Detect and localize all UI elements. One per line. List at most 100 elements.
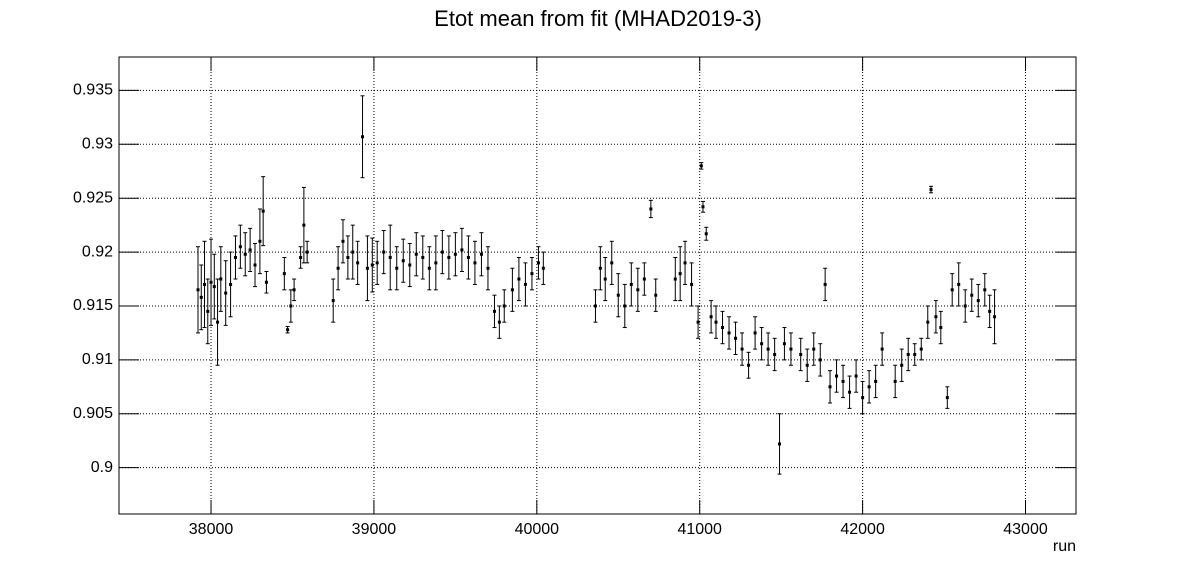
point xyxy=(963,304,967,308)
point xyxy=(818,358,822,362)
point xyxy=(479,252,483,256)
x-tick-label: 41000 xyxy=(677,521,722,538)
point xyxy=(766,347,770,351)
point xyxy=(988,309,992,313)
point xyxy=(341,239,345,243)
point xyxy=(434,261,438,265)
point xyxy=(828,385,832,389)
x-tick-label: 39000 xyxy=(352,521,397,538)
point xyxy=(906,352,910,356)
point xyxy=(629,282,633,286)
point xyxy=(497,320,501,324)
point xyxy=(642,277,646,281)
point xyxy=(486,266,490,270)
point xyxy=(336,266,340,270)
point xyxy=(209,280,213,284)
point xyxy=(874,379,878,383)
point xyxy=(753,331,757,335)
point xyxy=(957,282,961,286)
x-tick-label: 42000 xyxy=(840,521,885,538)
point xyxy=(867,385,871,389)
point xyxy=(346,255,350,259)
point xyxy=(727,331,731,335)
point xyxy=(678,272,682,276)
y-tick-label: 0.935 xyxy=(73,82,113,99)
point xyxy=(970,293,974,297)
point xyxy=(382,250,386,254)
point xyxy=(848,390,852,394)
y-tick-label: 0.92 xyxy=(82,243,113,260)
point xyxy=(701,205,705,209)
point xyxy=(704,232,708,236)
point xyxy=(216,320,220,324)
point xyxy=(541,266,545,270)
point xyxy=(623,304,627,308)
point xyxy=(536,261,540,265)
point xyxy=(302,223,306,227)
point xyxy=(203,282,207,286)
point xyxy=(835,374,839,378)
point xyxy=(212,285,216,289)
point xyxy=(799,352,803,356)
y-tick-label: 0.93 xyxy=(82,136,113,153)
point xyxy=(282,272,286,276)
point xyxy=(778,442,782,446)
x-axis-label: run xyxy=(1053,538,1076,555)
point xyxy=(492,309,496,313)
point xyxy=(243,252,247,256)
point xyxy=(654,293,658,297)
point xyxy=(510,288,514,292)
point xyxy=(305,250,309,254)
point xyxy=(993,315,997,319)
point xyxy=(740,347,744,351)
point xyxy=(760,342,764,346)
point xyxy=(861,396,865,400)
point xyxy=(261,209,265,213)
point xyxy=(453,252,457,256)
point xyxy=(913,352,917,356)
point xyxy=(365,266,369,270)
point xyxy=(238,245,242,249)
point xyxy=(258,239,262,243)
point xyxy=(414,252,418,256)
point xyxy=(805,363,809,367)
point xyxy=(356,261,360,265)
point xyxy=(649,207,653,211)
point xyxy=(934,315,938,319)
point xyxy=(690,282,694,286)
point xyxy=(699,164,703,168)
point xyxy=(603,277,607,281)
point xyxy=(361,135,365,139)
x-tick-label: 43000 xyxy=(1003,521,1048,538)
point xyxy=(286,328,290,332)
point xyxy=(331,299,335,303)
point xyxy=(721,326,725,330)
point xyxy=(880,347,884,351)
y-tick-label: 0.905 xyxy=(73,405,113,422)
point xyxy=(530,272,534,276)
point xyxy=(929,188,933,192)
point xyxy=(593,304,597,308)
point xyxy=(289,304,293,308)
y-tick-label: 0.9 xyxy=(91,459,113,476)
point xyxy=(926,320,930,324)
x-tick-label: 40000 xyxy=(515,521,560,538)
point xyxy=(523,282,527,286)
point xyxy=(233,255,237,259)
point xyxy=(199,295,203,299)
point xyxy=(939,326,943,330)
point xyxy=(388,255,392,259)
point xyxy=(714,320,718,324)
point xyxy=(789,347,793,351)
point xyxy=(950,288,954,292)
point xyxy=(292,288,296,292)
point xyxy=(945,396,949,400)
point xyxy=(253,263,257,267)
plot-frame xyxy=(118,56,1077,515)
point xyxy=(782,342,786,346)
y-tick-label: 0.915 xyxy=(73,297,113,314)
point xyxy=(196,288,200,292)
y-tick-label: 0.925 xyxy=(73,189,113,206)
point xyxy=(440,250,444,254)
